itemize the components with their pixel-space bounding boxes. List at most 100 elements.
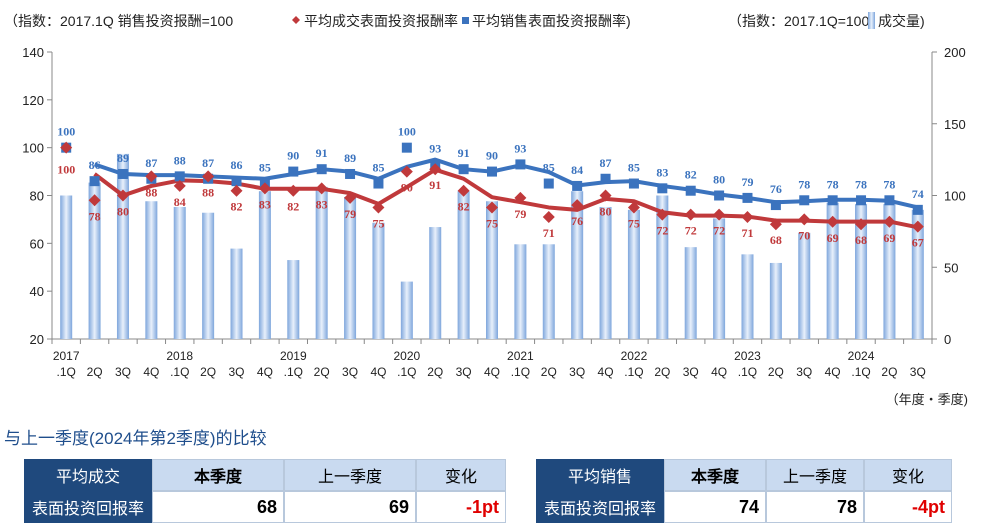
transaction-point xyxy=(486,201,498,214)
comparison-title: 与上一季度(2024年第2季度)的比较 xyxy=(4,429,267,448)
row-label-1: 平均销售 xyxy=(536,459,664,491)
volume-bar xyxy=(883,204,896,339)
left-tick-label: 140 xyxy=(22,45,44,60)
quarter-label: 3Q xyxy=(229,365,245,379)
sales-data-label: 100 xyxy=(398,125,416,139)
sales-data-label: 86 xyxy=(89,158,101,172)
sales-data-label: 80 xyxy=(713,173,725,187)
sales-data-label: 90 xyxy=(287,149,299,163)
sales-data-label: 89 xyxy=(344,151,356,165)
transaction-point xyxy=(855,218,868,231)
left-tick-label: 100 xyxy=(22,141,44,156)
legend-diamond-icon xyxy=(292,16,300,24)
year-label: 2018 xyxy=(166,349,193,363)
transaction-point xyxy=(656,208,669,221)
quarter-label: 4Q xyxy=(598,365,614,379)
transaction-point xyxy=(287,184,300,197)
volume-bar xyxy=(656,195,669,339)
transaction-point xyxy=(911,220,924,233)
transaction-data-label: 79 xyxy=(344,207,356,221)
quarter-label: 2Q xyxy=(314,365,330,379)
volume-bar xyxy=(88,182,101,339)
quarter-label: 4Q xyxy=(484,365,500,379)
transaction-data-label: 75 xyxy=(628,216,640,230)
transaction-point xyxy=(713,208,726,221)
transaction-point xyxy=(826,215,839,228)
sales-point xyxy=(856,195,867,206)
volume-bar xyxy=(344,196,357,339)
volume-bar xyxy=(826,202,839,339)
quarter-label: .1Q xyxy=(170,365,189,379)
transaction-point xyxy=(202,170,215,183)
year-label: 2017 xyxy=(53,349,80,363)
sales-data-label: 76 xyxy=(770,182,782,196)
quarter-label: 2Q xyxy=(768,365,784,379)
quarter-label: 2Q xyxy=(881,365,897,379)
transaction-data-label: 68 xyxy=(855,233,867,247)
quarter-label: 4Q xyxy=(711,365,727,379)
quarter-label: 3Q xyxy=(342,365,358,379)
quarter-label: .1Q xyxy=(57,365,76,379)
sales-data-label: 78 xyxy=(855,177,867,191)
volume-bar xyxy=(202,212,215,339)
sales-comparison-table: 平均销售 本季度 上一季度 变化 表面投资回报率 74 78 -4pt xyxy=(536,459,952,523)
legend-volume: 成交量) xyxy=(878,13,925,29)
year-label: 2024 xyxy=(848,349,875,363)
quarter-label: 3Q xyxy=(115,365,131,379)
transaction-data-label: 72 xyxy=(656,224,668,238)
quarter-label: 2Q xyxy=(200,365,216,379)
volume-bar xyxy=(400,281,413,339)
volume-bar xyxy=(514,244,527,339)
transaction-point xyxy=(230,184,243,197)
previous-value: 78 xyxy=(766,491,864,523)
transaction-data-label: 100 xyxy=(57,163,75,177)
transaction-data-label: 83 xyxy=(259,197,271,211)
sales-data-label: 78 xyxy=(798,177,810,191)
volume-bar xyxy=(769,262,782,339)
volume-bar xyxy=(627,209,640,339)
transaction-point xyxy=(88,194,101,207)
transaction-data-label: 72 xyxy=(685,224,697,238)
sales-data-label: 93 xyxy=(429,141,441,155)
row-label-2: 表面投资回报率 xyxy=(24,491,152,523)
transaction-point xyxy=(627,201,640,214)
sales-data-label: 83 xyxy=(656,165,668,179)
quarter-label: .1Q xyxy=(851,365,870,379)
sales-data-label: 78 xyxy=(883,177,895,191)
right-tick-label: 0 xyxy=(944,332,951,347)
volume-bar xyxy=(542,244,555,339)
sales-point xyxy=(345,168,356,179)
transaction-data-label: 83 xyxy=(316,197,328,211)
sales-point xyxy=(657,183,668,194)
volume-bar xyxy=(741,254,754,339)
change-value: -1pt xyxy=(416,491,506,523)
sales-data-label: 100 xyxy=(57,125,75,139)
transaction-point xyxy=(457,184,470,197)
transaction-point xyxy=(258,182,271,195)
transaction-data-label: 76 xyxy=(571,214,583,228)
volume-bar xyxy=(571,191,584,339)
sales-point xyxy=(174,171,185,182)
left-tick-label: 80 xyxy=(30,189,44,204)
left-tick-label: 20 xyxy=(30,332,44,347)
transaction-data-label: 71 xyxy=(741,226,753,240)
transaction-data-label: 88 xyxy=(202,185,214,199)
sales-data-label: 78 xyxy=(827,177,839,191)
quarter-label: 3Q xyxy=(796,365,812,379)
sales-point xyxy=(288,166,299,177)
sales-data-label: 93 xyxy=(514,141,526,155)
left-tick-label: 120 xyxy=(22,93,44,108)
volume-bar xyxy=(230,248,243,339)
year-label: 2020 xyxy=(393,349,420,363)
transaction-point xyxy=(400,165,413,178)
transaction-point xyxy=(173,179,186,192)
transaction-point xyxy=(514,191,527,204)
transaction-point xyxy=(60,141,73,154)
transaction-data-label: 91 xyxy=(429,178,441,192)
transaction-data-label: 69 xyxy=(827,231,839,245)
transaction-comparison-table: 平均成交 本季度 上一季度 变化 表面投资回报率 68 69 -1pt xyxy=(24,459,506,523)
transaction-point xyxy=(429,163,442,176)
current-value: 68 xyxy=(152,491,284,523)
legend-right-index-note: （指数：2017.1Q=100 xyxy=(728,13,869,29)
quarter-label: 3Q xyxy=(456,365,472,379)
